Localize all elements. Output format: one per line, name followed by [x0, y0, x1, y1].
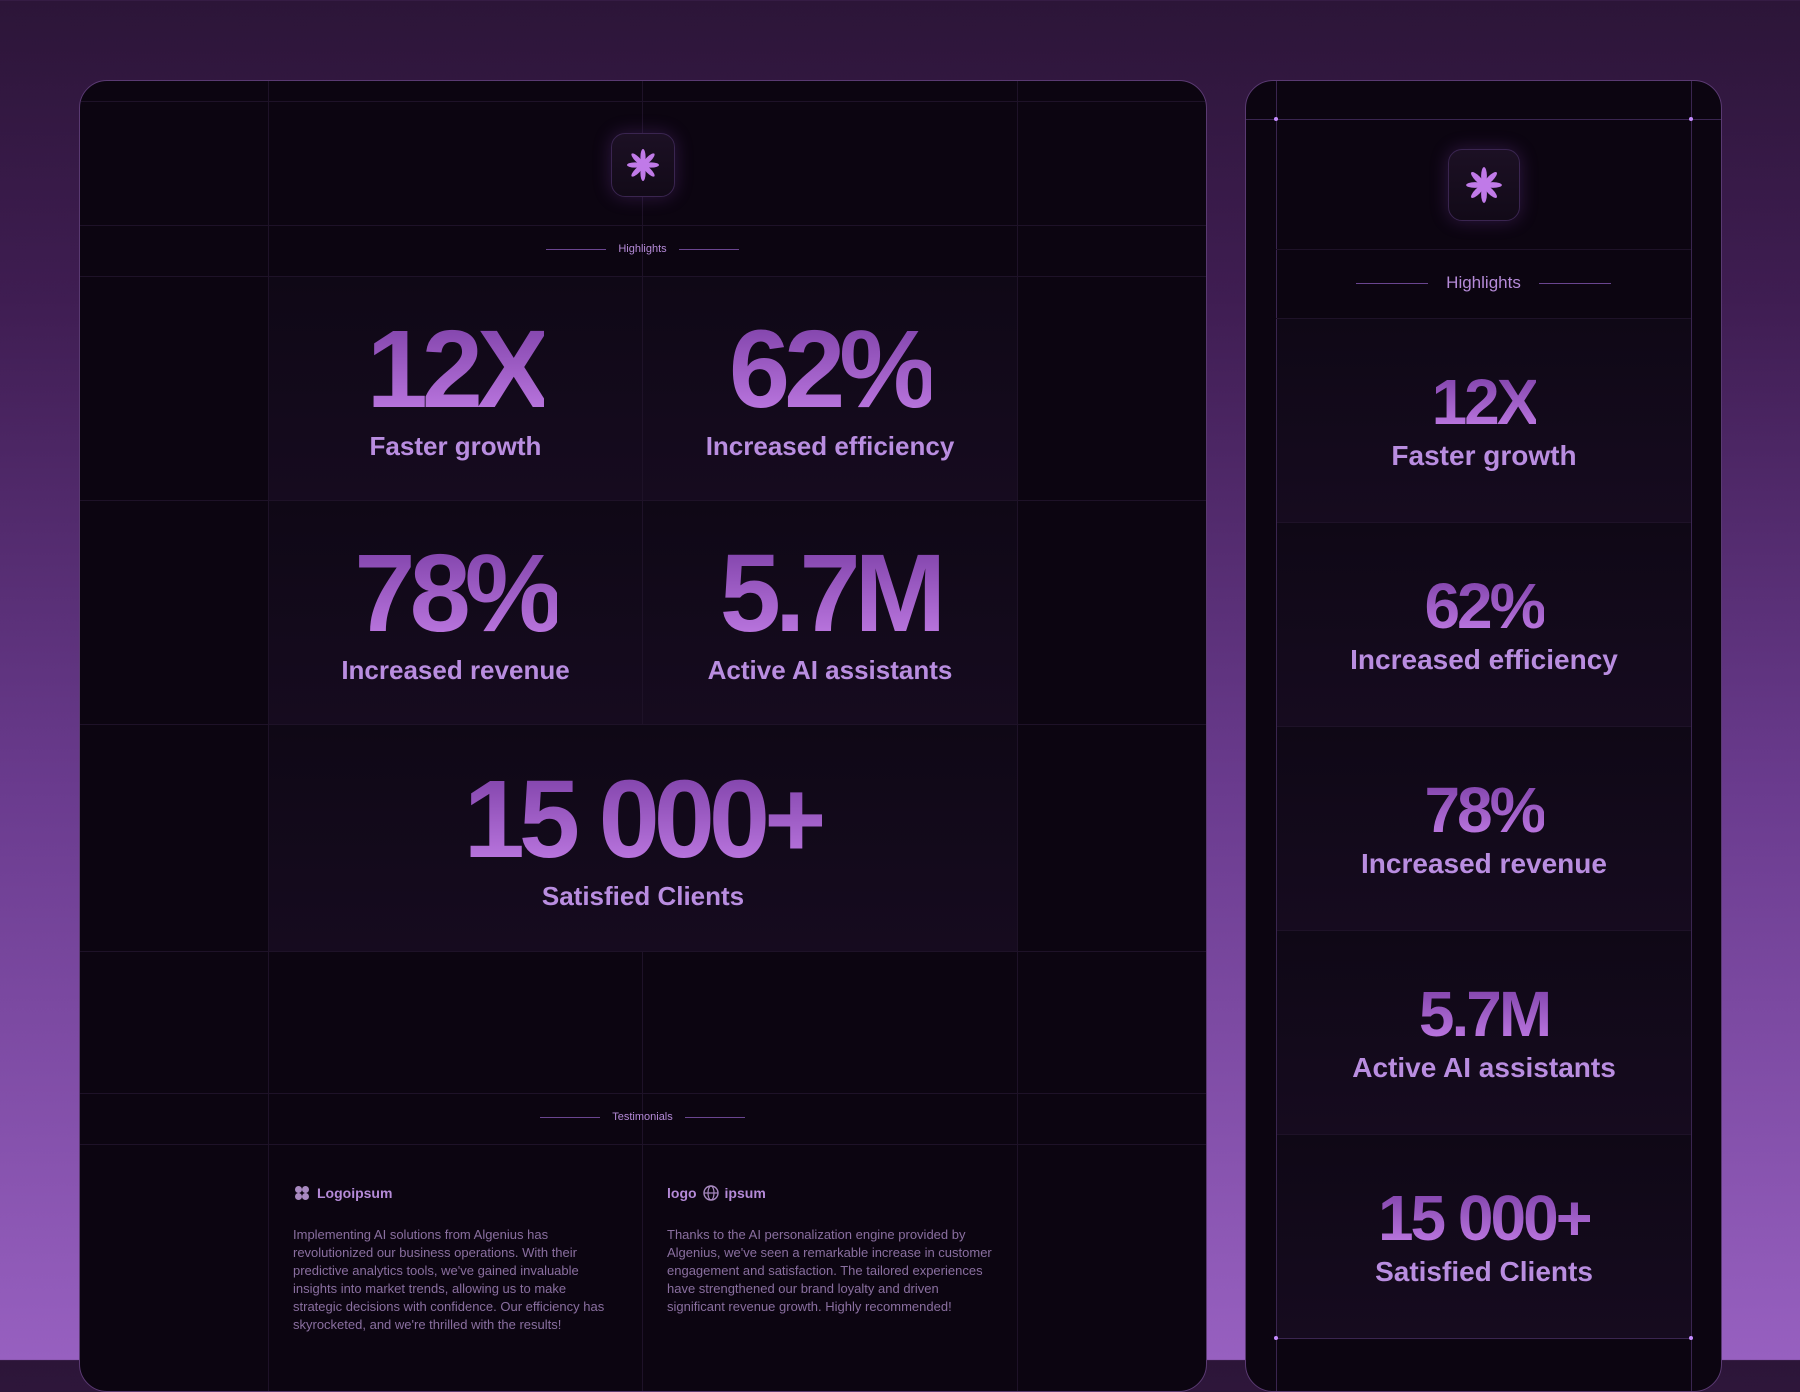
- mobile-panel: Highlights 12X Faster growth 62% Increas…: [1245, 80, 1722, 1392]
- stat-caption: Active AI assistants: [707, 655, 953, 685]
- stat-value: 15 000+: [463, 757, 829, 881]
- stat-caption: Faster growth: [369, 431, 542, 461]
- brand-prefix: logo: [667, 1185, 697, 1201]
- highlights-text: Highlights: [618, 243, 667, 255]
- stat-caption: Satisfied Clients: [1375, 1255, 1593, 1287]
- stat-value: 78%: [354, 532, 562, 655]
- grid-line: [80, 101, 1206, 102]
- grid-line: [1276, 318, 1691, 319]
- stat-faster-growth: 12X Faster growth: [1277, 319, 1691, 523]
- highlights-text: Highlights: [1446, 273, 1521, 292]
- stat-satisfied-clients: 15 000+ Satisfied Clients: [269, 725, 1017, 951]
- corner-dot: [1689, 117, 1693, 121]
- grid-line: [1276, 81, 1277, 1391]
- testimonial-brand: Logoipsum: [293, 1184, 618, 1202]
- stat-value: 5.7M: [719, 532, 947, 655]
- stat-caption: Increased efficiency: [705, 431, 955, 461]
- stat-value: 5.7M: [1418, 977, 1552, 1050]
- grid-line: [1246, 119, 1721, 120]
- divider: [540, 1116, 601, 1118]
- testimonial-text: Implementing AI solutions from Algenius …: [293, 1227, 605, 1332]
- stat-caption: Active AI assistants: [1352, 1051, 1616, 1083]
- globe-logo-icon: [702, 1185, 719, 1201]
- testimonial-brand: logo ipsum: [667, 1184, 997, 1202]
- grid-line: [80, 500, 1206, 501]
- corner-dot: [1689, 1336, 1693, 1340]
- divider: [1356, 282, 1429, 284]
- brand-logo[interactable]: [611, 133, 675, 197]
- asterisk-flower-icon: [1466, 167, 1502, 203]
- brand-logo[interactable]: [1448, 149, 1520, 221]
- stat-value: 62%: [728, 308, 937, 431]
- divider: [546, 248, 607, 250]
- grid-line: [268, 81, 269, 1391]
- grid-line: [80, 951, 1206, 952]
- grid-line: [80, 225, 1206, 226]
- stat-value: 12X: [366, 308, 551, 431]
- grid-line: [1691, 81, 1692, 1391]
- testimonial-text: Thanks to the AI personalization engine …: [667, 1227, 992, 1314]
- stat-active-ai-assistants: 5.7M Active AI assistants: [1277, 931, 1691, 1135]
- stat-increased-efficiency: 62% Increased efficiency: [1277, 523, 1691, 727]
- corner-dot: [1274, 117, 1278, 121]
- grid-line: [1017, 81, 1018, 1391]
- stat-increased-revenue: 78% Increased revenue: [1277, 727, 1691, 931]
- grid-line: [80, 724, 1206, 725]
- stat-caption: Increased efficiency: [1350, 643, 1618, 675]
- testimonials-label: Testimonials: [480, 1111, 805, 1123]
- grid-line: [80, 1144, 1206, 1145]
- stat-increased-revenue: 78% Increased revenue: [269, 501, 642, 724]
- stat-caption: Increased revenue: [1361, 847, 1607, 879]
- stat-value: 12X: [1431, 365, 1540, 438]
- testimonial-card: Logoipsum Implementing AI solutions from…: [293, 1184, 618, 1334]
- flower-logo-icon: [295, 1186, 309, 1200]
- highlights-label: Highlights: [1306, 273, 1661, 293]
- main-panel: Highlights 12X Faster growth 62% Increas…: [79, 80, 1207, 1392]
- stat-active-ai-assistants: 5.7M Active AI assistants: [643, 501, 1017, 724]
- grid-line: [1276, 249, 1691, 250]
- brand-suffix: ipsum: [724, 1185, 766, 1201]
- grid-line: [80, 1093, 1206, 1094]
- corner-dot: [1274, 1336, 1278, 1340]
- stat-caption: Faster growth: [1391, 439, 1577, 471]
- stat-caption: Increased revenue: [341, 655, 570, 685]
- stat-value: 15 000+: [1377, 1181, 1593, 1254]
- stat-value: 62%: [1424, 569, 1546, 642]
- divider: [678, 248, 739, 250]
- stat-increased-efficiency: 62% Increased efficiency: [643, 277, 1017, 500]
- asterisk-flower-icon: [627, 149, 659, 181]
- divider: [1538, 282, 1611, 284]
- stat-caption: Satisfied Clients: [541, 880, 745, 911]
- stat-value: 78%: [1424, 773, 1546, 846]
- grid-line: [80, 276, 1206, 277]
- brand-name: Logoipsum: [317, 1185, 393, 1201]
- highlights-label: Highlights: [480, 243, 805, 255]
- testimonial-card: logo ipsum Thanks to the AI personalizat…: [667, 1184, 997, 1316]
- testimonials-text: Testimonials: [612, 1111, 673, 1123]
- divider: [684, 1116, 745, 1118]
- stat-satisfied-clients: 15 000+ Satisfied Clients: [1277, 1135, 1691, 1339]
- stat-faster-growth: 12X Faster growth: [269, 277, 642, 500]
